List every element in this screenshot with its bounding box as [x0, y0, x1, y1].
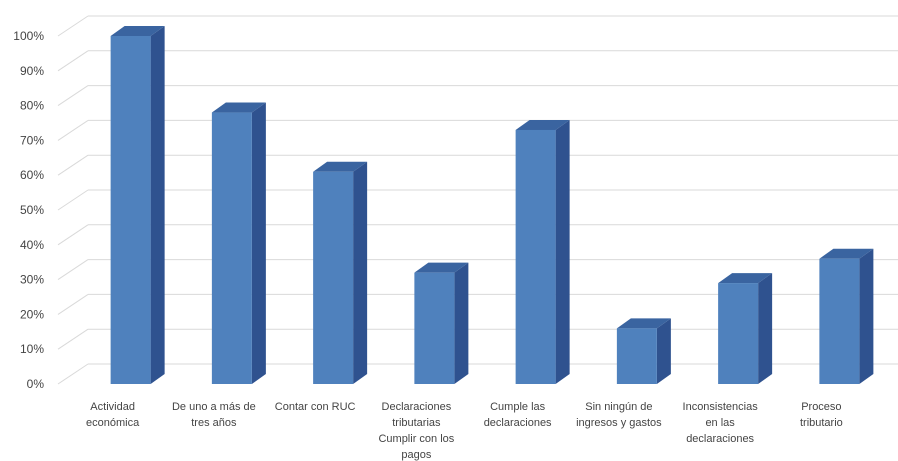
y-tick-label: 90%: [20, 64, 44, 78]
bar-front: [211, 112, 252, 384]
y-tick-label: 40%: [20, 238, 44, 252]
gridline-depth: [57, 293, 89, 315]
gridline-depth: [57, 15, 89, 37]
gridline-depth: [57, 363, 89, 385]
bar: [718, 273, 773, 384]
y-tick-label: 10%: [20, 342, 44, 356]
bar-front: [819, 258, 860, 384]
bar-top: [819, 248, 874, 259]
bar-side: [454, 262, 469, 384]
x-category-label-line: Sin ningún de: [585, 401, 652, 413]
bar: [616, 318, 671, 384]
x-category-label-line: Contar con RUC: [275, 401, 356, 413]
x-category-label-line: De uno a más de: [172, 401, 256, 413]
bar: [414, 262, 469, 384]
bar-front: [616, 328, 657, 384]
y-tick-label: 30%: [20, 273, 44, 287]
x-category-label-line: Inconsistencias: [683, 401, 759, 413]
x-category-label-line: Cumple las: [490, 401, 546, 413]
y-tick-label: 80%: [20, 99, 44, 113]
bar-top: [211, 102, 266, 113]
bar-top: [414, 262, 469, 273]
bar-top: [718, 273, 773, 284]
x-category-label-line: económica: [86, 417, 140, 429]
bar-front: [110, 36, 151, 384]
y-tick-label: 20%: [20, 307, 44, 321]
x-category-label: Sin ningún de ingresos y gastos: [576, 401, 662, 429]
gridline-depth: [57, 259, 89, 281]
bar-side: [353, 161, 368, 384]
y-axis: 0% 10% 20% 30% 40% 50% 60% 70% 80% 90% 100%: [13, 29, 44, 391]
gridline-depth: [57, 50, 89, 72]
y-tick-label: 0%: [27, 377, 45, 391]
bar-side: [656, 318, 671, 384]
x-category-label: Proceso tributario: [800, 401, 843, 429]
gridline-depth: [57, 154, 89, 176]
x-category-label: Actividad económica: [86, 401, 140, 429]
gridline-depth: [57, 119, 89, 141]
x-category-label-line: Cumplir con los: [378, 433, 454, 445]
x-category-label: Contar con RUC: [275, 401, 356, 413]
x-category-label-line: tributario: [800, 417, 843, 429]
bar: [819, 248, 874, 384]
x-category-label-line: declaraciones: [686, 433, 754, 445]
x-category-label-line: Actividad: [90, 401, 135, 413]
x-category-label-line: Declaraciones: [382, 401, 452, 413]
x-category-label: Inconsistencias en las declaraciones: [683, 401, 759, 445]
gridline-depth: [57, 189, 89, 211]
y-tick-label: 50%: [20, 203, 44, 217]
x-category-label-line: en las: [705, 417, 735, 429]
x-category-label-line: declaraciones: [484, 417, 552, 429]
bar-top: [616, 318, 671, 329]
bar: [313, 161, 368, 384]
bar-top: [313, 161, 368, 172]
bar-side: [251, 102, 266, 384]
x-category-label-line: tributarias: [392, 417, 441, 429]
bar-top: [515, 119, 570, 130]
y-tick-label: 100%: [13, 29, 44, 43]
gridline-depth: [57, 224, 89, 246]
bar: [211, 102, 266, 384]
x-category-label: Cumple las declaraciones: [484, 401, 552, 429]
bar-front: [718, 283, 759, 384]
bar-side: [555, 119, 570, 385]
bar: [110, 26, 165, 384]
x-category-label-line: tres años: [191, 417, 237, 429]
gridline-depth: [57, 85, 89, 107]
y-tick-label: 60%: [20, 168, 44, 182]
gridline-depth: [57, 328, 89, 350]
y-tick-label: 70%: [20, 133, 44, 147]
bar-top: [110, 26, 165, 36]
bar-front: [414, 272, 455, 384]
x-axis: Actividad económica De uno a más de tres añ…: [86, 401, 843, 461]
bars: [110, 26, 874, 385]
bar-front: [313, 171, 354, 384]
x-category-label-line: Proceso: [801, 401, 841, 413]
bar-side: [859, 248, 874, 384]
x-category-label: Declaraciones tributarias Cumplir con los p…: [378, 401, 454, 461]
x-category-label: De uno a más de tres años: [172, 401, 256, 429]
bar: [515, 119, 570, 385]
bar-side: [758, 273, 773, 384]
bar-side: [150, 26, 165, 384]
x-category-label-line: ingresos y gastos: [576, 417, 662, 429]
bar-front: [515, 129, 556, 384]
x-category-label-line: pagos: [401, 449, 431, 461]
